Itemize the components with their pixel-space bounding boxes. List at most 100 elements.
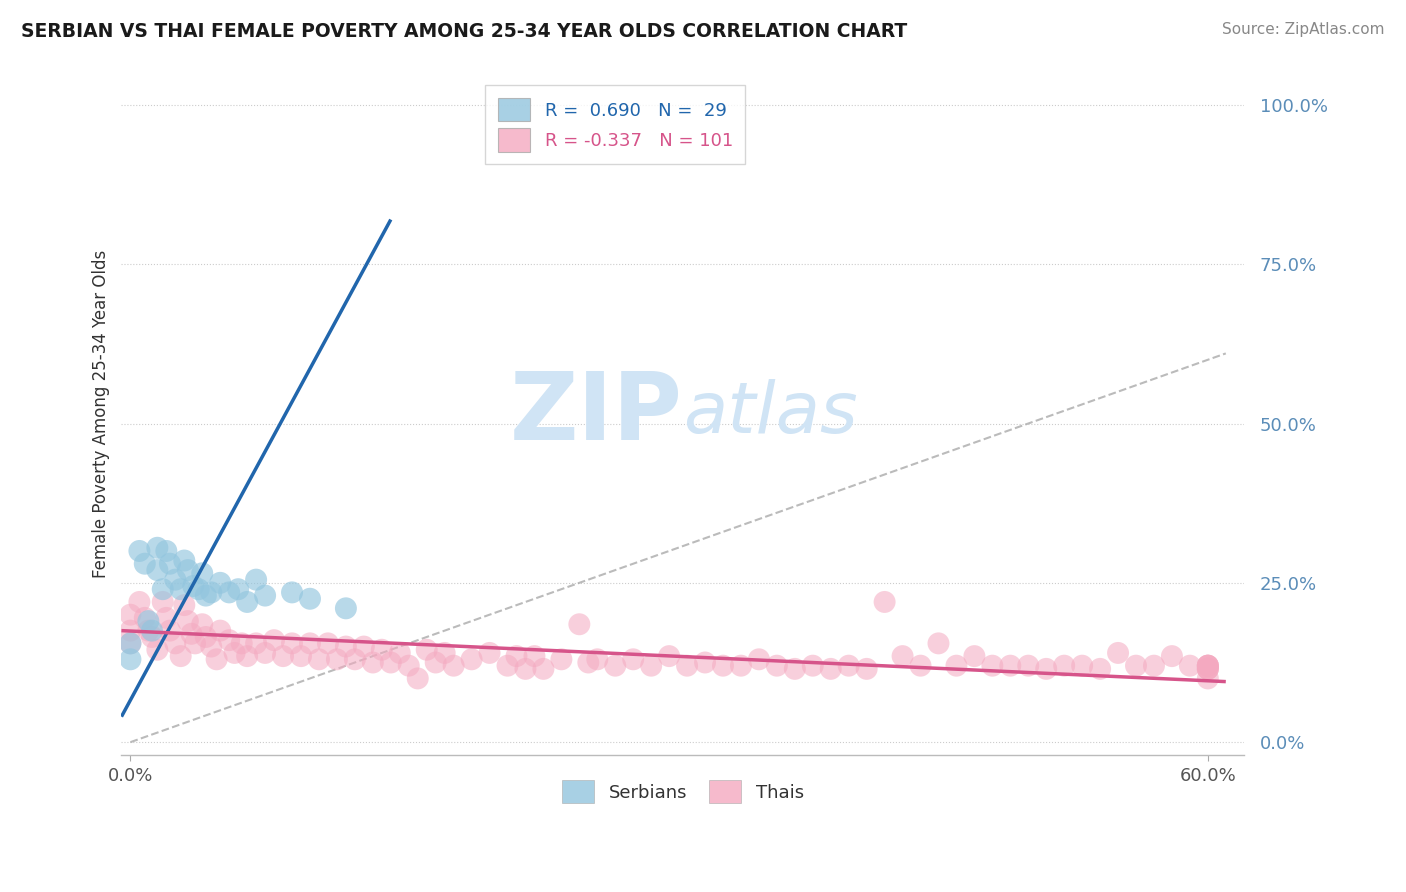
Point [361,656,384,670]
Point [433,646,456,660]
Point [298,636,321,650]
Point [963,649,986,664]
Point [1197,658,1219,673]
Point [586,652,609,666]
Point [371,642,394,657]
Point [388,646,411,660]
Point [290,649,312,664]
Point [1197,658,1219,673]
Point [523,649,546,664]
Point [218,585,240,599]
Point [1053,658,1076,673]
Point [191,617,214,632]
Point [711,658,734,673]
Point [380,656,402,670]
Point [180,627,202,641]
Point [1197,658,1219,673]
Point [981,658,1004,673]
Point [226,582,249,597]
Point [343,652,366,666]
Legend: Serbians, Thais: Serbians, Thais [551,769,814,814]
Point [748,652,770,666]
Point [120,624,142,638]
Point [191,566,214,581]
Point [120,652,142,666]
Point [576,656,599,670]
Point [138,614,160,628]
Point [855,662,877,676]
Point [605,658,627,673]
Point [568,617,591,632]
Point [398,658,420,673]
Point [443,658,465,673]
Point [236,595,259,609]
Point [281,585,304,599]
Point [316,636,339,650]
Point [159,624,181,638]
Point [873,595,896,609]
Point [298,591,321,606]
Point [209,624,232,638]
Point [1197,672,1219,686]
Y-axis label: Female Poverty Among 25-34 Year Olds: Female Poverty Among 25-34 Year Olds [93,250,110,578]
Point [927,636,949,650]
Point [254,646,277,660]
Point [693,656,716,670]
Point [1088,662,1111,676]
Point [245,573,267,587]
Point [134,557,156,571]
Point [308,652,330,666]
Point [128,544,150,558]
Point [281,636,304,650]
Point [128,595,150,609]
Point [478,646,501,660]
Point [200,585,222,599]
Point [1161,649,1184,664]
Point [1143,658,1166,673]
Point [181,579,204,593]
Point [415,642,437,657]
Point [505,649,527,664]
Point [165,573,187,587]
Point [406,672,429,686]
Point [335,601,357,615]
Point [231,636,253,650]
Point [1125,658,1147,673]
Point [146,541,169,555]
Point [155,611,177,625]
Point [224,646,246,660]
Point [496,658,519,673]
Point [640,658,662,673]
Point [184,636,207,650]
Point [425,656,447,670]
Point [766,658,789,673]
Point [326,652,349,666]
Point [263,633,285,648]
Point [155,544,177,558]
Point [170,582,193,597]
Point [1197,662,1219,676]
Point [170,649,193,664]
Point [335,640,357,654]
Point [152,595,174,609]
Point [200,640,222,654]
Point [1035,662,1057,676]
Point [138,624,160,638]
Point [460,652,482,666]
Point [141,630,163,644]
Point [120,607,142,622]
Point [173,553,195,567]
Text: atlas: atlas [682,379,858,449]
Point [165,636,187,650]
Point [159,557,181,571]
Point [209,575,232,590]
Point [550,652,572,666]
Point [177,563,200,577]
Text: Source: ZipAtlas.com: Source: ZipAtlas.com [1222,22,1385,37]
Point [146,642,169,657]
Point [1197,662,1219,676]
Point [910,658,932,673]
Point [1071,658,1094,673]
Point [801,658,824,673]
Point [236,649,259,664]
